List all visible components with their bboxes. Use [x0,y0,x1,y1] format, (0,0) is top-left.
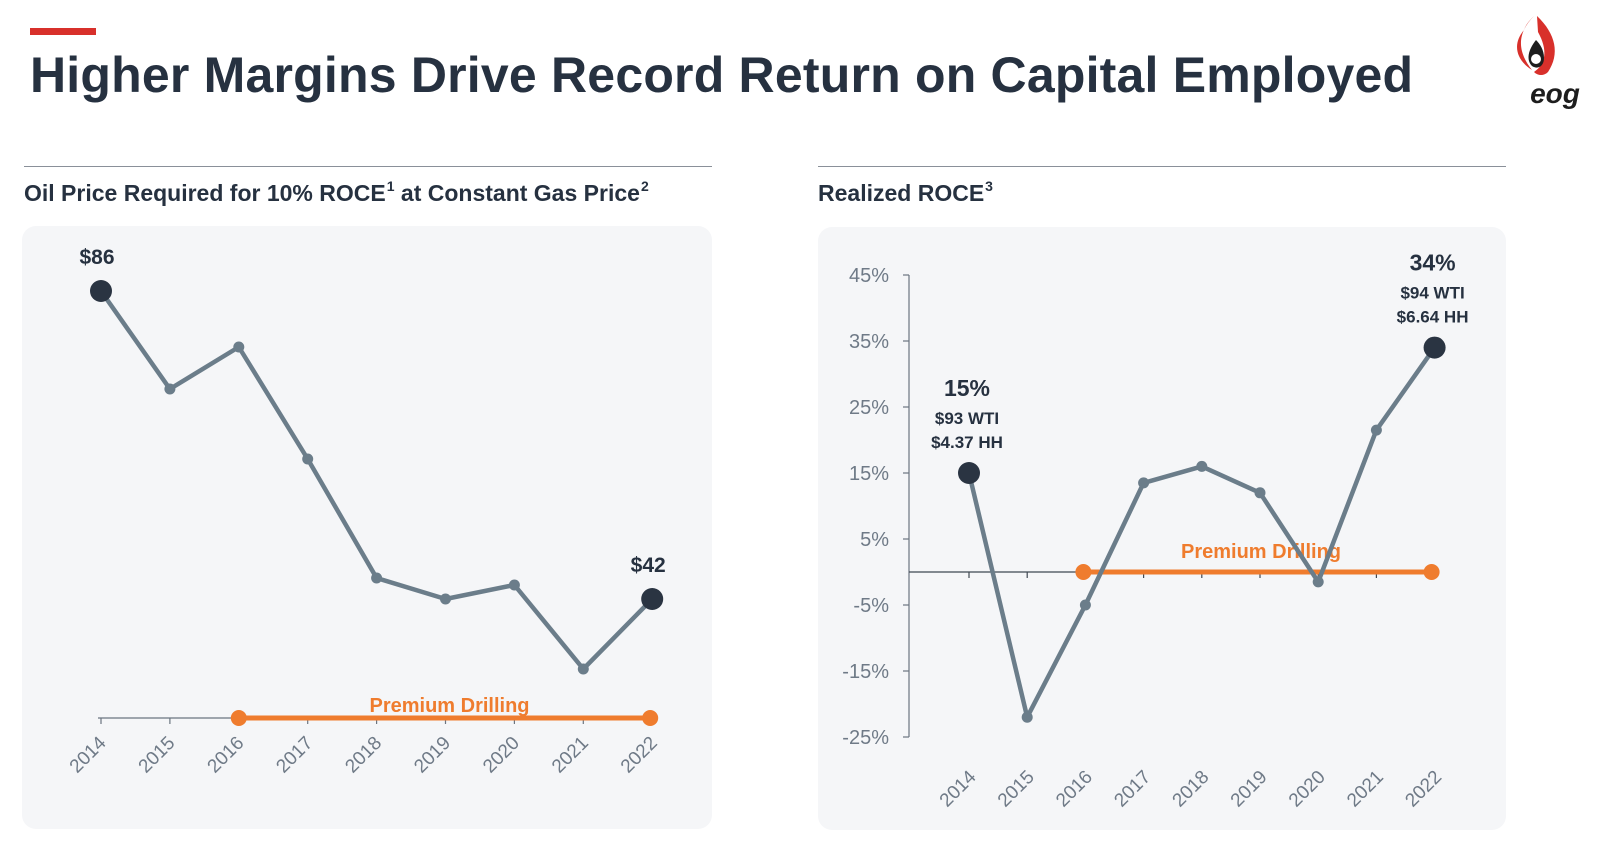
data-point [302,453,314,465]
data-point [440,593,451,605]
y-tick-label: 35% [849,331,889,353]
value-label: $86 [79,246,114,269]
data-point [233,341,245,353]
data-point [508,579,520,591]
left-chart-card [22,226,712,829]
endpoint-marker [958,462,980,484]
y-tick-label: -25% [842,727,889,749]
page-title: Higher Margins Drive Record Return on Ca… [30,47,1414,103]
data-point [1312,576,1324,588]
data-point [1079,599,1091,611]
title-accent-bar [30,28,96,35]
left-panel-heading: Oil Price Required for 10% ROCE1 at Cons… [24,178,649,206]
y-tick-label: -5% [853,595,889,617]
data-point [1138,477,1150,489]
y-tick-label: 25% [849,397,889,419]
x-tick-label: 2015 [994,767,1039,812]
right-panel-heading: Realized ROCE3 [818,178,993,206]
right-chart-card [818,227,1506,830]
callout-detail: $93 WTI [935,409,999,428]
value-label: $42 [631,554,666,577]
endpoint-marker [641,588,664,610]
data-point [1370,424,1382,436]
endpoint-marker [1423,336,1446,359]
right-panel-rule [818,166,1506,167]
callout-detail: $94 WTI [1400,284,1464,303]
x-tick-label: 2020 [1285,767,1330,812]
data-point [164,383,176,395]
x-tick-label: 2018 [1169,767,1214,812]
x-tick-label: 2017 [1110,767,1155,812]
y-tick-label: -15% [842,661,889,683]
endpoint-marker [90,280,112,302]
premium-drilling-end-marker [1423,564,1440,580]
callout-detail: $6.64 HH [1397,308,1469,327]
y-tick-label: 15% [849,463,889,485]
x-tick-label: 2021 [1343,767,1388,812]
data-point [1254,487,1266,499]
series-line [966,346,1437,720]
data-point [577,663,589,675]
callout-value: 15% [944,375,990,401]
x-tick-label: 2014 [936,766,981,811]
left-panel-rule [24,166,712,167]
y-tick-label: 45% [849,265,889,287]
x-tick-label: 2016 [1052,767,1097,812]
premium-drilling-label: Premium Drilling [1181,541,1341,563]
data-point [1196,460,1208,472]
x-tick-label: 2022 [1401,767,1446,812]
callout-value: 34% [1410,250,1456,276]
premium-drilling-start-marker [1075,564,1092,580]
data-point [1021,711,1033,723]
callout-detail: $4.37 HH [931,433,1003,452]
y-tick-label: 5% [860,529,889,551]
eog-logo: eog [1517,16,1580,109]
data-point [371,572,383,584]
eog-flame-icon [1517,16,1555,75]
premium-drilling-start-marker [230,710,247,726]
premium-drilling-label: Premium Drilling [369,695,529,717]
premium-drilling-end-marker [642,710,659,726]
x-tick-label: 2019 [1227,767,1272,812]
logo-wordmark: eog [1530,78,1580,109]
